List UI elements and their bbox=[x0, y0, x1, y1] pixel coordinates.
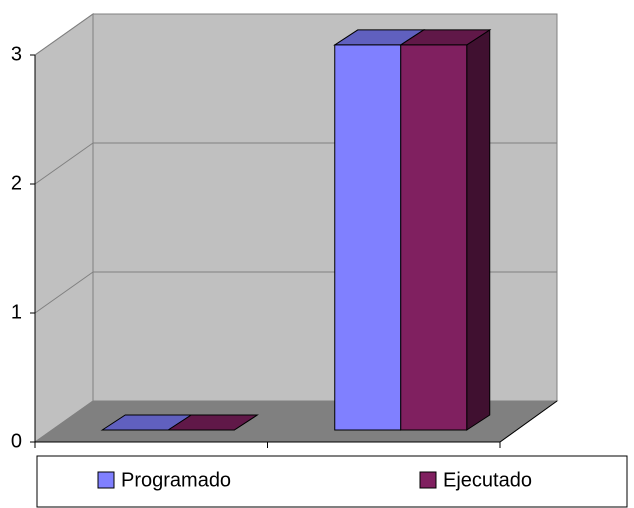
y-tick-label: 3 bbox=[11, 43, 22, 65]
legend bbox=[36, 455, 628, 508]
grid-line bbox=[34, 13, 94, 56]
grid-line bbox=[34, 142, 94, 185]
legend-label: Programado bbox=[121, 469, 231, 491]
grid-line bbox=[34, 271, 94, 314]
y-tick-label: 2 bbox=[11, 172, 22, 194]
legend-label: Ejecutado bbox=[443, 469, 532, 491]
bar bbox=[334, 44, 402, 431]
legend-swatch bbox=[97, 471, 115, 489]
side-wall bbox=[34, 13, 94, 443]
floor-edge bbox=[499, 400, 558, 443]
bar-top bbox=[166, 414, 259, 431]
bar-side bbox=[466, 29, 491, 431]
y-tick-label: 1 bbox=[11, 301, 22, 323]
y-tick-label: 0 bbox=[11, 430, 22, 452]
legend-swatch bbox=[419, 471, 437, 489]
bar bbox=[400, 44, 468, 431]
